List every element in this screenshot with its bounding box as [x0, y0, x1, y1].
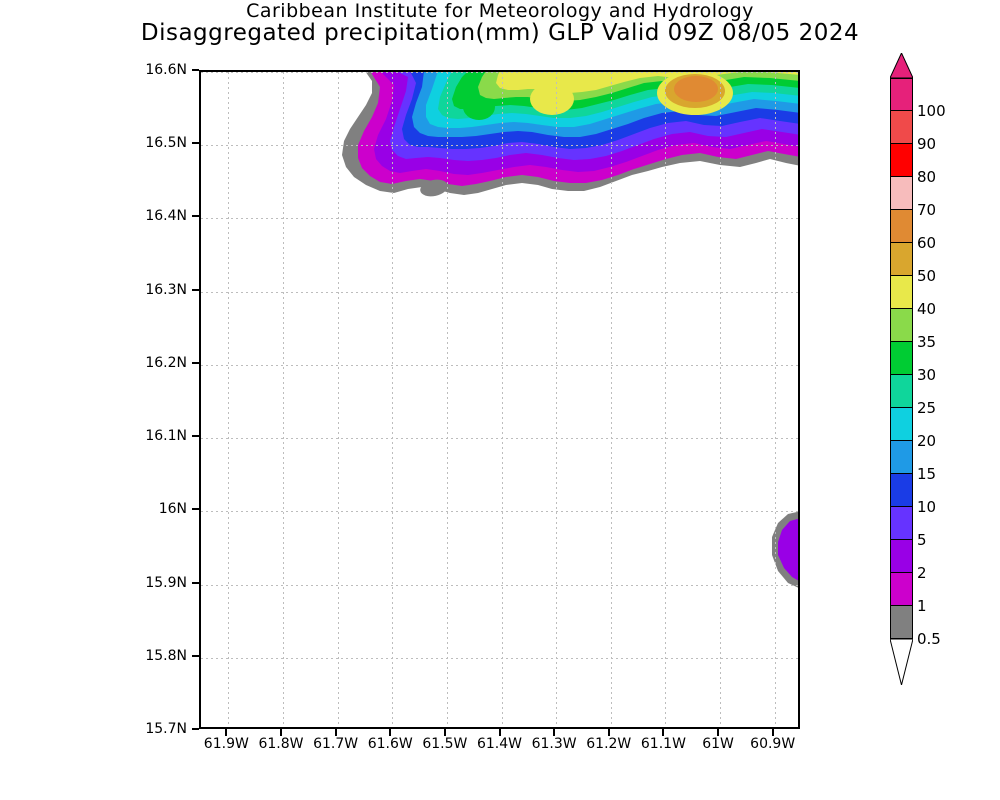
- colorbar-band-80: [890, 144, 913, 177]
- colorbar-tick-label: 25: [917, 399, 937, 417]
- x-axis-tick-label: 61.5W: [422, 736, 468, 752]
- x-axis-tick-mark: [771, 729, 774, 736]
- colorbar-arrow-low: [890, 639, 913, 685]
- colorbar-tick-label: 15: [917, 465, 937, 483]
- colorbar-tick-label: 20: [917, 432, 937, 450]
- southeast-edge-cell: [772, 511, 798, 588]
- y-axis-tick-label: 16.1N: [145, 428, 187, 445]
- x-axis-tick-mark: [334, 729, 337, 736]
- colorbar-tick-label: 40: [917, 300, 937, 318]
- colorbar-band-90: [890, 111, 913, 144]
- x-axis-tick-label: 61.7W: [313, 736, 359, 752]
- colorbar-band-100: [890, 78, 913, 111]
- colorbar-tick-label: 70: [917, 201, 937, 219]
- institute-title: Caribbean Institute for Meteorology and …: [246, 0, 754, 22]
- colorbar-band-50: [890, 243, 913, 276]
- x-axis-tick-mark: [498, 729, 501, 736]
- x-axis-tick-label: 61.4W: [476, 736, 523, 752]
- y-axis-tick-mark: [192, 215, 199, 218]
- colorbar-band-15: [890, 441, 913, 474]
- y-axis-tick-label: 16.6N: [145, 62, 187, 78]
- y-axis-tick-label: 15.8N: [145, 647, 187, 664]
- x-axis-tick-label: 61.8W: [258, 736, 304, 752]
- x-axis-tick-label: 61.3W: [531, 736, 577, 752]
- x-axis-tick-label: 61.1W: [640, 736, 686, 752]
- colorbar-tick-label: 100: [917, 102, 946, 120]
- colorbar-band-60: [890, 210, 913, 243]
- x-axis-tick-mark: [389, 729, 392, 736]
- colorbar-tick-label: 30: [917, 366, 937, 384]
- colorbar-tick-label: 80: [917, 168, 937, 186]
- page-title: Disaggregated precipitation(mm) GLP Vali…: [140, 20, 860, 46]
- x-axis-tick-mark: [717, 729, 720, 736]
- contour-40: [496, 72, 798, 93]
- x-axis-tick-label: 61.9W: [203, 736, 249, 752]
- y-axis-tick-mark: [192, 728, 199, 730]
- x-axis-tick-mark: [443, 729, 446, 736]
- colorbar-tick-label: 10: [917, 498, 937, 516]
- y-axis-tick-label: 16.5N: [145, 135, 187, 152]
- contour-60-core-east: [674, 76, 718, 102]
- x-axis-tick-mark: [607, 729, 610, 736]
- precipitation-map-plot: [199, 70, 800, 729]
- precipitation-contour-field: [342, 72, 798, 195]
- colorbar-tick-label: 90: [917, 135, 937, 153]
- colorbar-tick-label: 1: [917, 597, 927, 615]
- colorbar-bands: [890, 78, 913, 639]
- map-canvas: [201, 72, 798, 727]
- colorbar-band-30: [890, 342, 913, 375]
- y-axis-tick-mark: [192, 288, 199, 291]
- y-axis-tick-mark: [192, 508, 199, 511]
- colorbar-band-20: [890, 408, 913, 441]
- y-axis-tick-mark: [192, 581, 199, 584]
- colorbar-band-25: [890, 375, 913, 408]
- colorbar-band-40: [890, 276, 913, 309]
- contour-30-core-west: [463, 94, 495, 120]
- y-axis-tick-label: 16N: [158, 501, 187, 518]
- colorbar-tick-label: 0.5: [917, 630, 941, 648]
- precipitation-colorbar: 100 90 80 70 60 50 40 35 30 25 20 15 10 5 2 1 0.5: [890, 53, 946, 685]
- x-axis-tick-mark: [279, 729, 282, 736]
- x-axis-tick-label: 61W: [702, 736, 734, 752]
- y-axis-tick-label: 16.2N: [145, 354, 187, 371]
- colorbar-band-10: [890, 474, 913, 507]
- y-axis-tick-mark: [192, 361, 199, 364]
- colorbar-tick-label: 5: [917, 531, 927, 549]
- y-axis-tick-mark: [192, 142, 199, 145]
- y-axis-tick-label: 15.9N: [145, 574, 187, 591]
- colorbar-band-0.5: [890, 606, 913, 639]
- colorbar-tick-label: 60: [917, 234, 937, 252]
- colorbar-tick-label: 2: [917, 564, 927, 582]
- y-axis-tick-mark: [192, 435, 199, 438]
- chart-title-block: Caribbean Institute for Meteorology and …: [0, 0, 1000, 46]
- x-axis-tick-mark: [553, 729, 556, 736]
- colorbar-band-1: [890, 573, 913, 606]
- x-axis-tick-label: 61.6W: [367, 736, 413, 752]
- y-axis-tick-mark: [192, 654, 199, 657]
- y-axis-tick-label: 16.3N: [145, 281, 187, 298]
- x-axis-tick-label: 61.2W: [586, 736, 632, 752]
- y-axis-tick-label: 15.7N: [145, 721, 187, 737]
- contour-40-core-central: [530, 83, 574, 115]
- colorbar-arrow-high: [890, 53, 913, 78]
- x-axis-tick-label: 60.9W: [750, 736, 796, 752]
- y-axis-tick-label: 16.4N: [145, 208, 187, 225]
- colorbar-band-70: [890, 177, 913, 210]
- colorbar-tick-label: 35: [917, 333, 937, 351]
- colorbar-band-35: [890, 309, 913, 342]
- isolated-trace-blob: [420, 179, 448, 197]
- x-axis-tick-mark: [662, 729, 665, 736]
- colorbar-tick-label: 50: [917, 267, 937, 285]
- x-axis-tick-mark: [225, 729, 228, 736]
- y-axis-tick-mark: [192, 69, 199, 71]
- colorbar-band-5: [890, 507, 913, 540]
- colorbar-band-2: [890, 540, 913, 573]
